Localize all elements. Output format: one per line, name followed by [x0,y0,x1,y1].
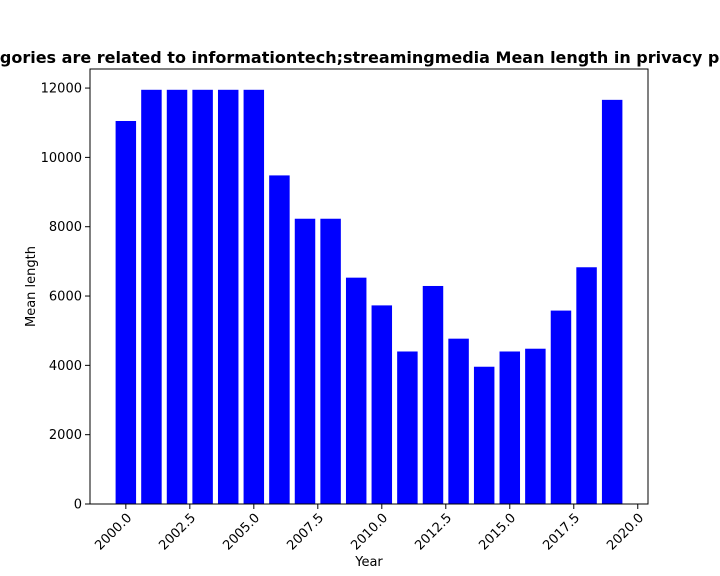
bar-2019 [601,99,623,504]
bar-2014 [473,366,495,504]
x-tick-label: 2005.0 [220,511,263,554]
bar-2017 [550,310,572,504]
bar-2005 [243,89,265,504]
chart-title: Categories are related to informationtec… [0,48,720,67]
y-tick-label: 0 [74,498,82,513]
plot-frame [89,68,649,505]
x-tick-label: 2000.0 [92,511,135,554]
y-tick-label: 6000 [49,290,82,305]
y-tick-label: 4000 [49,359,82,374]
x-tick-label: 2002.5 [156,511,199,554]
bar-2004 [217,89,239,504]
y-tick-label: 8000 [49,220,82,235]
bar-2015 [499,351,521,504]
x-tick-label: 2007.5 [284,511,327,554]
y-axis: 0 2000 4000 6000 8000 10000 12000 [41,82,90,513]
bar-2001 [141,89,162,504]
bar-2006 [269,175,290,505]
x-tick-label: 2020.0 [604,511,647,554]
bar-2016 [525,348,546,504]
x-tick-label: 2015.0 [476,511,519,554]
x-tick-label: 2017.5 [540,511,583,554]
bar-2009 [345,277,367,504]
y-axis-label: Mean length [24,246,39,327]
y-tick-label: 10000 [41,151,82,166]
y-tick-label: 2000 [49,428,82,443]
bar-2003 [192,89,213,504]
bar-2018 [576,267,597,504]
x-axis: 2000.0 2002.5 2005.0 2007.5 2010.0 2012.5 2015… [92,504,647,553]
bar-2000 [115,120,137,504]
bars-group [115,89,623,505]
bar-2002 [166,89,188,504]
bar-2007 [294,218,316,504]
y-tick-label: 12000 [41,82,82,97]
x-tick-label: 2010.0 [348,511,391,554]
x-tick-label: 2012.5 [412,511,455,554]
bar-2012 [422,285,444,504]
bar-2008 [320,218,341,504]
bar-2011 [397,351,418,504]
bar-2010 [371,305,393,504]
bar-2013 [448,338,469,504]
x-axis-label: Year [354,555,383,570]
